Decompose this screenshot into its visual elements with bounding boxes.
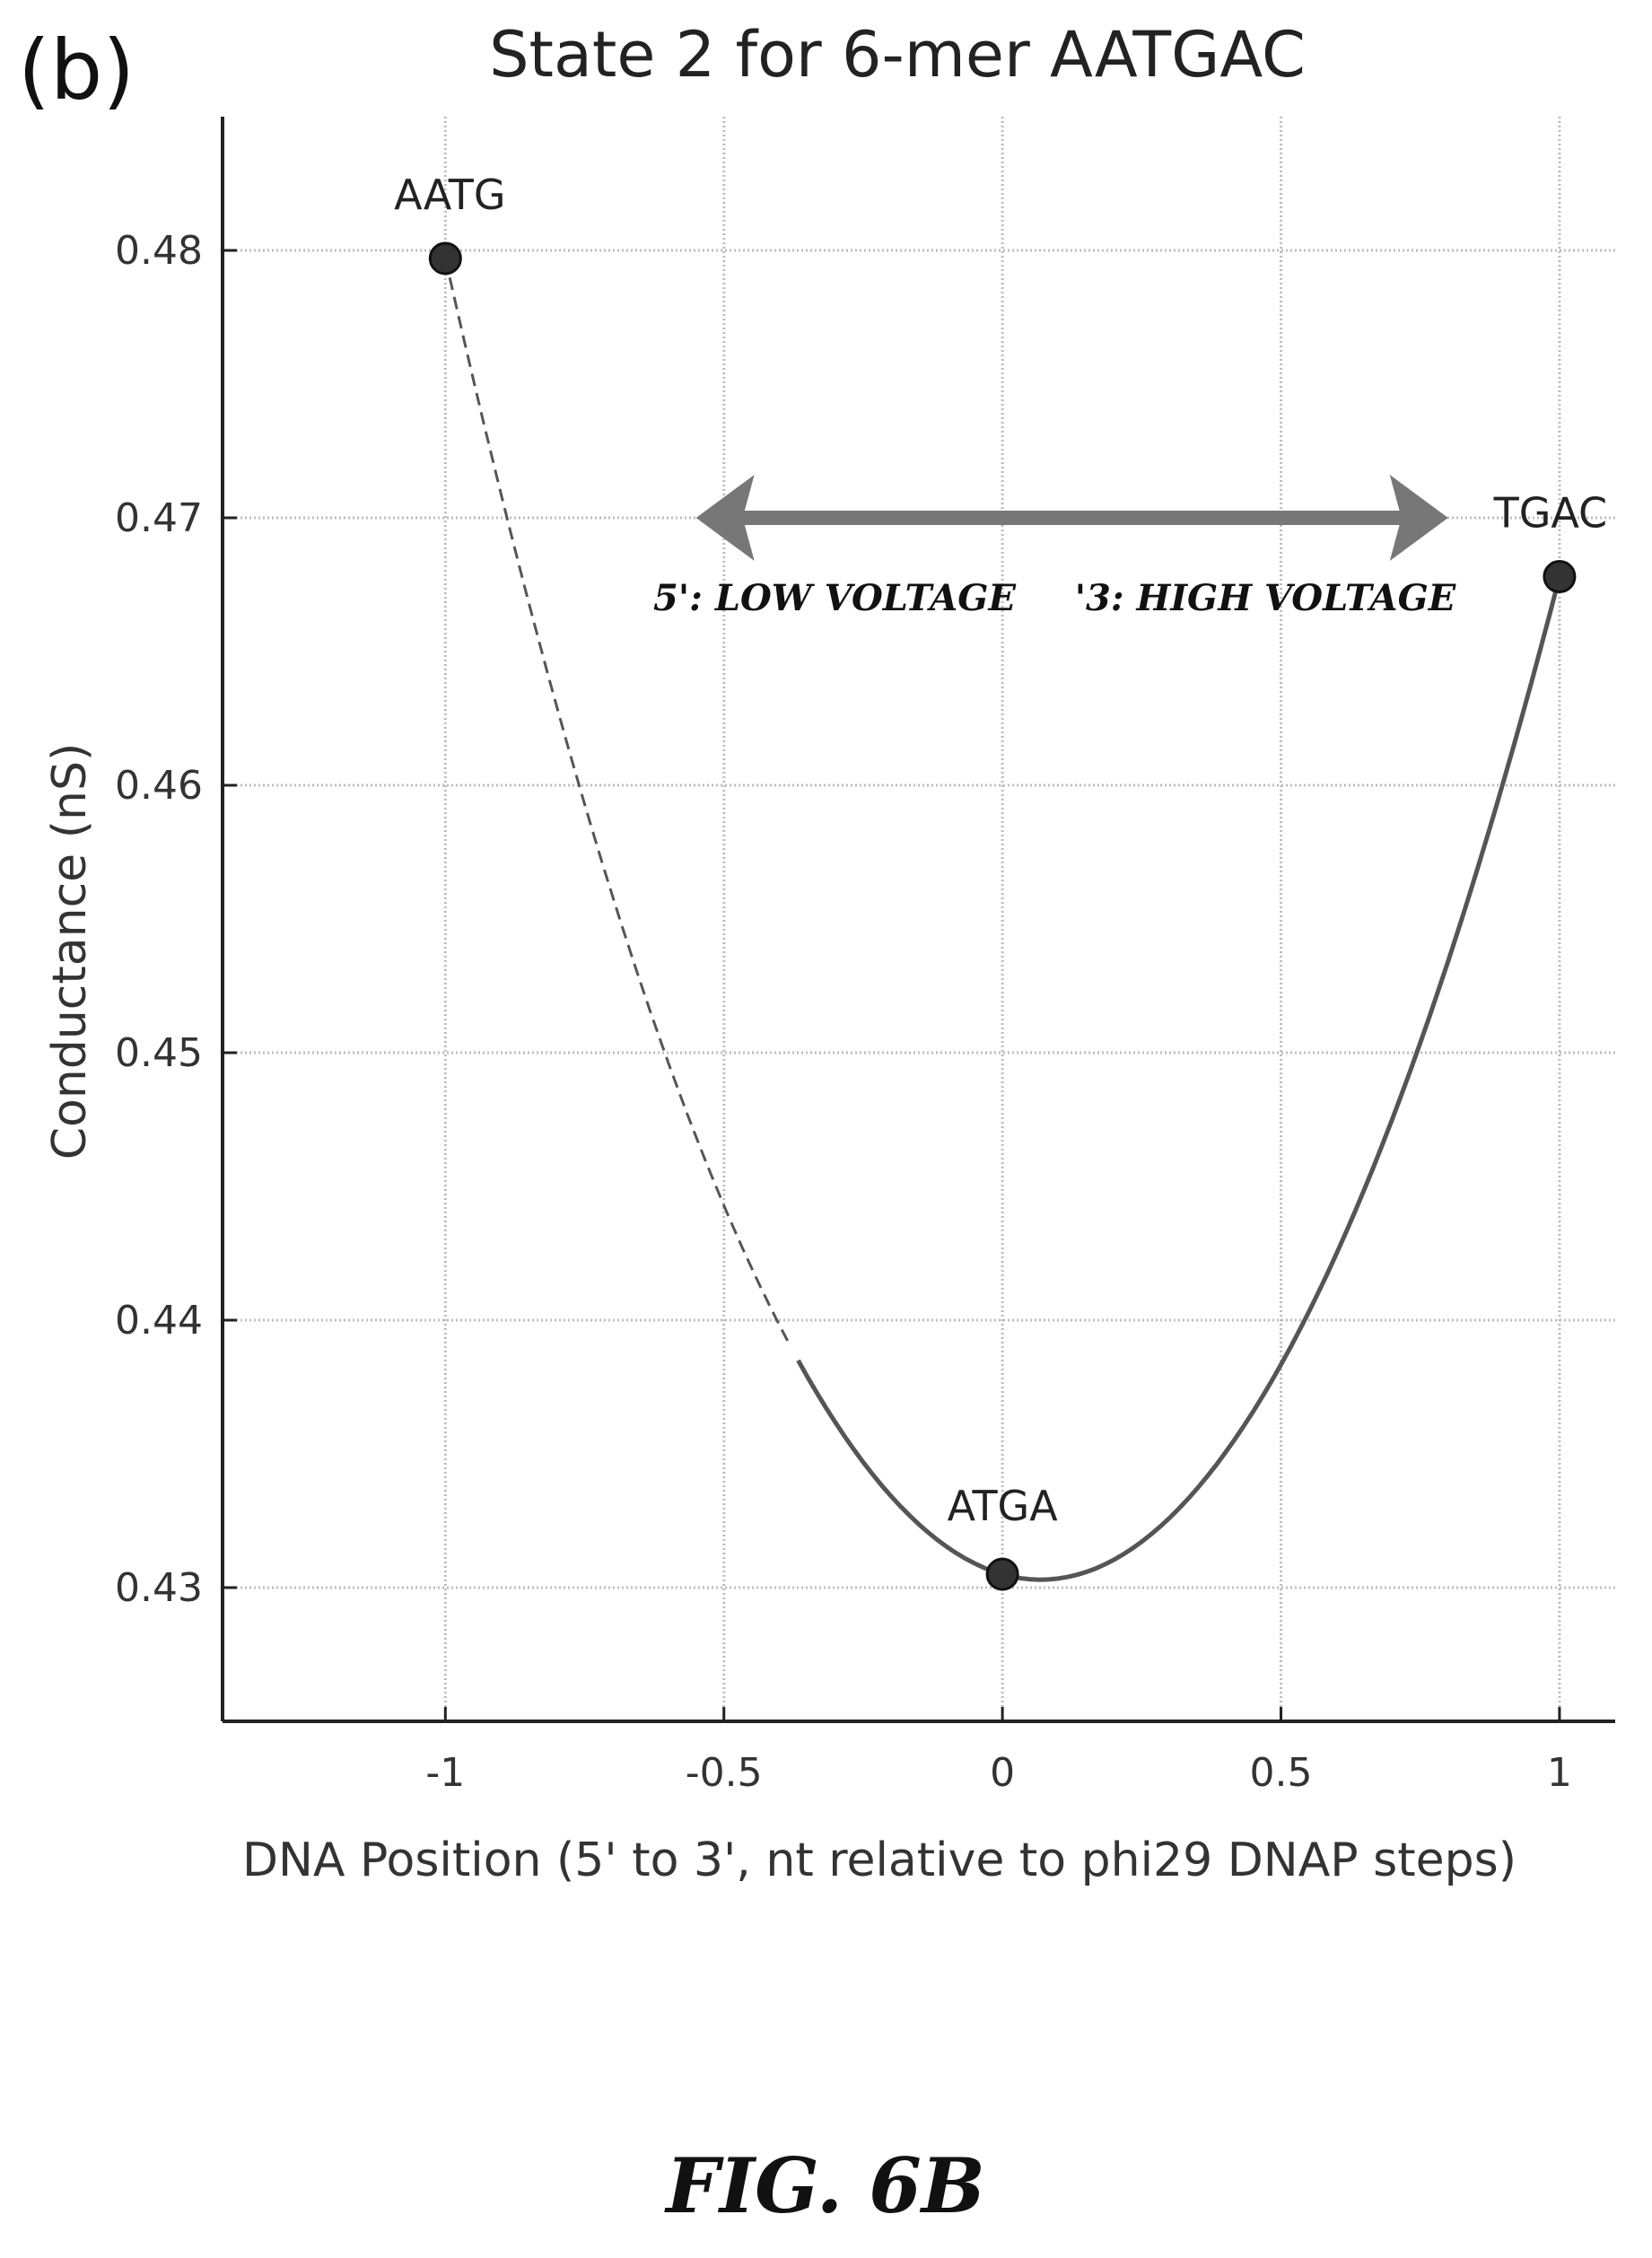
x-tick-label: 0.5 <box>1250 1750 1313 1796</box>
data-point-aatg <box>428 241 462 276</box>
voltage-arrow <box>695 475 1448 561</box>
x-tick-label: 0 <box>990 1750 1015 1796</box>
x-tick-label: -1 <box>425 1750 465 1796</box>
fit-curve-solid <box>796 575 1562 1582</box>
arrow-head-left <box>695 475 755 561</box>
y-tick-label: 0.47 <box>115 495 203 541</box>
fit-curve-dashed <box>443 258 791 1344</box>
data-point-atga <box>985 1557 1019 1591</box>
tick-labels: -1 -0.5 0 0.5 1 0.43 0.44 0.45 0.46 0.47 0.48 <box>115 228 1572 1796</box>
x-tick-label: -0.5 <box>686 1750 763 1796</box>
data-point-tgac <box>1543 560 1577 594</box>
y-tick-label: 0.44 <box>115 1298 203 1343</box>
point-label-atga: ATGA <box>948 1482 1059 1530</box>
annotation-low-voltage: 5': LOW VOLTAGE <box>653 577 1016 619</box>
annotation-high-voltage: '3: HIGH VOLTAGE <box>1075 577 1456 619</box>
y-tick-label: 0.45 <box>115 1030 203 1076</box>
axes <box>221 117 1615 1723</box>
y-axis-label: Conductance (nS) <box>43 743 97 1160</box>
point-label-tgac: TGAC <box>1493 489 1608 538</box>
y-tick-label: 0.43 <box>115 1565 203 1611</box>
figure-caption: FIG. 6B <box>664 2141 985 2230</box>
x-axis-label: DNA Position (5' to 3', nt relative to p… <box>242 1834 1517 1887</box>
panel-label: (b) <box>18 22 135 118</box>
y-tick-label: 0.48 <box>115 228 203 274</box>
arrow-head-right <box>1389 475 1448 561</box>
y-tick-label: 0.46 <box>115 763 203 809</box>
chart-title: State 2 for 6-mer AATGAC <box>489 18 1306 92</box>
gridlines <box>223 117 1615 1721</box>
series-group: AATG ATGA TGAC <box>394 171 1608 1591</box>
x-tick-label: 1 <box>1547 1750 1572 1796</box>
point-label-aatg: AATG <box>394 171 505 219</box>
